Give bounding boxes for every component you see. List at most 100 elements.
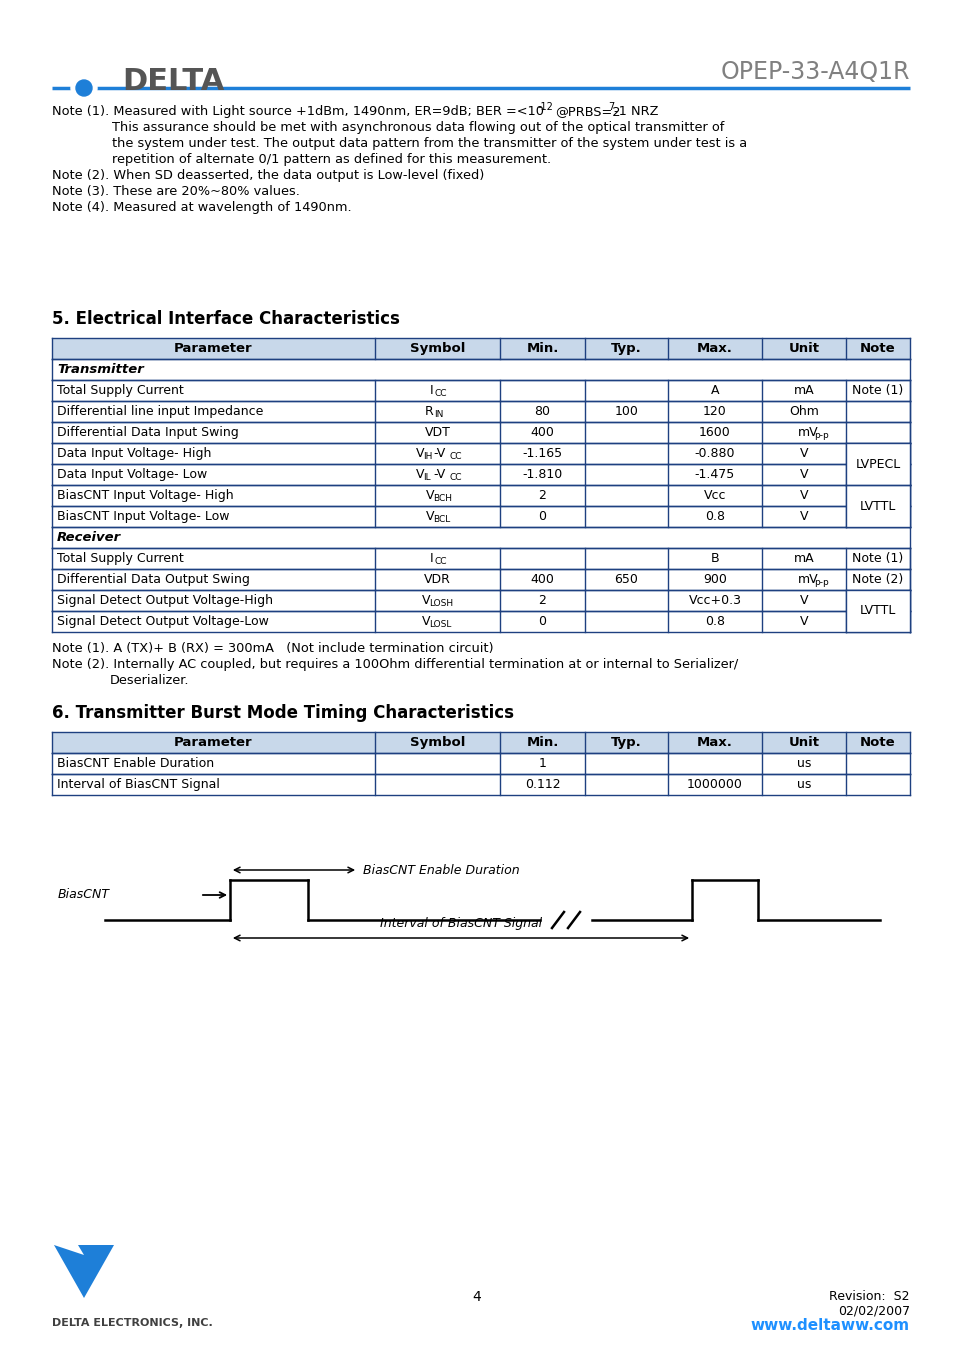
Bar bbox=[845, 590, 909, 632]
Text: Revision:  S2: Revision: S2 bbox=[828, 1290, 909, 1302]
Bar bbox=[845, 485, 909, 527]
Text: Note (1): Note (1) bbox=[851, 553, 902, 565]
Text: Deserializer.: Deserializer. bbox=[110, 674, 190, 688]
Text: V: V bbox=[421, 615, 430, 628]
Text: Vcc+0.3: Vcc+0.3 bbox=[688, 594, 740, 607]
Text: Note (4). Measured at wavelength of 1490nm.: Note (4). Measured at wavelength of 1490… bbox=[52, 201, 352, 213]
Text: 0.8: 0.8 bbox=[704, 615, 724, 628]
Text: CC: CC bbox=[434, 557, 447, 566]
Text: 900: 900 bbox=[702, 573, 726, 586]
Text: 0: 0 bbox=[537, 509, 546, 523]
Text: us: us bbox=[796, 757, 810, 770]
Text: V: V bbox=[799, 509, 807, 523]
Text: V: V bbox=[799, 447, 807, 459]
Text: 7: 7 bbox=[607, 101, 614, 112]
Text: BiasCNT Input Voltage- High: BiasCNT Input Voltage- High bbox=[57, 489, 233, 503]
Text: Note: Note bbox=[860, 736, 895, 748]
Text: 1600: 1600 bbox=[699, 426, 730, 439]
Text: -1.810: -1.810 bbox=[522, 467, 562, 481]
Text: V: V bbox=[799, 594, 807, 607]
Polygon shape bbox=[54, 1246, 113, 1298]
Text: BiasCNT Enable Duration: BiasCNT Enable Duration bbox=[363, 863, 519, 877]
Text: Note (2). When SD deasserted, the data output is Low-level (fixed): Note (2). When SD deasserted, the data o… bbox=[52, 169, 484, 182]
Text: CC: CC bbox=[449, 473, 461, 482]
Text: CC: CC bbox=[449, 453, 461, 461]
Text: Differential line input Impedance: Differential line input Impedance bbox=[57, 405, 263, 417]
Text: Ohm: Ohm bbox=[788, 405, 818, 417]
Text: BCL: BCL bbox=[433, 515, 450, 524]
Text: www.deltaww.com: www.deltaww.com bbox=[750, 1319, 909, 1333]
Text: mV: mV bbox=[797, 573, 818, 586]
Text: Min.: Min. bbox=[526, 736, 558, 748]
Text: Note (3). These are 20%~80% values.: Note (3). These are 20%~80% values. bbox=[52, 185, 299, 199]
Text: This assurance should be met with asynchronous data flowing out of the optical t: This assurance should be met with asynch… bbox=[112, 122, 723, 134]
Text: V: V bbox=[421, 594, 430, 607]
Text: Max.: Max. bbox=[697, 342, 732, 355]
Text: V: V bbox=[799, 467, 807, 481]
Bar bbox=[52, 359, 909, 380]
Text: IH: IH bbox=[423, 453, 433, 461]
Circle shape bbox=[76, 80, 91, 96]
Text: 1000000: 1000000 bbox=[686, 778, 742, 790]
Text: V: V bbox=[416, 447, 423, 459]
Bar bbox=[52, 549, 909, 569]
Bar bbox=[52, 732, 909, 753]
Text: Min.: Min. bbox=[526, 342, 558, 355]
Text: 120: 120 bbox=[702, 405, 726, 417]
Bar bbox=[52, 527, 909, 549]
Text: 650: 650 bbox=[614, 573, 638, 586]
Text: Note (1). A (TX)+ B (RX) = 300mA   (Not include termination circuit): Note (1). A (TX)+ B (RX) = 300mA (Not in… bbox=[52, 642, 493, 655]
Text: IL: IL bbox=[423, 473, 431, 482]
Polygon shape bbox=[54, 1246, 84, 1255]
Text: BiasCNT: BiasCNT bbox=[58, 889, 110, 901]
Text: Signal Detect Output Voltage-High: Signal Detect Output Voltage-High bbox=[57, 594, 273, 607]
Text: DELTA: DELTA bbox=[122, 68, 224, 96]
Text: B: B bbox=[710, 553, 719, 565]
Bar bbox=[52, 338, 909, 359]
Text: us: us bbox=[796, 778, 810, 790]
Bar bbox=[52, 507, 909, 527]
Text: Typ.: Typ. bbox=[611, 342, 641, 355]
Text: mV: mV bbox=[797, 426, 818, 439]
Text: I: I bbox=[430, 553, 433, 565]
Text: p-p: p-p bbox=[813, 431, 828, 440]
Text: 100: 100 bbox=[614, 405, 638, 417]
Text: p-p: p-p bbox=[813, 578, 828, 586]
Text: 400: 400 bbox=[530, 573, 554, 586]
Text: 4: 4 bbox=[472, 1290, 481, 1304]
Text: Max.: Max. bbox=[697, 736, 732, 748]
Bar bbox=[52, 753, 909, 774]
Text: Typ.: Typ. bbox=[611, 736, 641, 748]
Text: Data Input Voltage- Low: Data Input Voltage- Low bbox=[57, 467, 207, 481]
Bar bbox=[52, 401, 909, 422]
Text: -V: -V bbox=[433, 447, 445, 459]
Text: Transmitter: Transmitter bbox=[57, 363, 144, 376]
Text: Total Supply Current: Total Supply Current bbox=[57, 384, 184, 397]
Text: Note (1). Measured with Light source +1dBm, 1490nm, ER=9dB; BER =<10: Note (1). Measured with Light source +1d… bbox=[52, 105, 543, 118]
Text: Data Input Voltage- High: Data Input Voltage- High bbox=[57, 447, 212, 459]
Text: CC: CC bbox=[434, 389, 447, 399]
Text: 0: 0 bbox=[537, 615, 546, 628]
Text: 0.8: 0.8 bbox=[704, 509, 724, 523]
Text: LVTTL: LVTTL bbox=[859, 604, 895, 617]
Text: mA: mA bbox=[793, 384, 814, 397]
Text: OPEP-33-A4Q1R: OPEP-33-A4Q1R bbox=[720, 59, 909, 84]
Text: 0.112: 0.112 bbox=[524, 778, 559, 790]
Text: 2: 2 bbox=[538, 594, 546, 607]
Bar bbox=[52, 463, 909, 485]
Bar bbox=[52, 422, 909, 443]
Bar bbox=[52, 485, 909, 507]
Text: Vcc: Vcc bbox=[703, 489, 725, 503]
Text: -0.880: -0.880 bbox=[694, 447, 735, 459]
Text: -1 NRZ: -1 NRZ bbox=[614, 105, 658, 118]
Text: Interval of BiasCNT Signal: Interval of BiasCNT Signal bbox=[57, 778, 219, 790]
Text: -1.475: -1.475 bbox=[694, 467, 735, 481]
Text: -V: -V bbox=[433, 467, 445, 481]
Text: Receiver: Receiver bbox=[57, 531, 121, 544]
Bar bbox=[52, 443, 909, 463]
Bar bbox=[52, 590, 909, 611]
Text: VDR: VDR bbox=[424, 573, 451, 586]
Text: Interval of BiasCNT Signal: Interval of BiasCNT Signal bbox=[379, 917, 541, 931]
Text: 6. Transmitter Burst Mode Timing Characteristics: 6. Transmitter Burst Mode Timing Charact… bbox=[52, 704, 514, 721]
Text: 1: 1 bbox=[538, 757, 546, 770]
